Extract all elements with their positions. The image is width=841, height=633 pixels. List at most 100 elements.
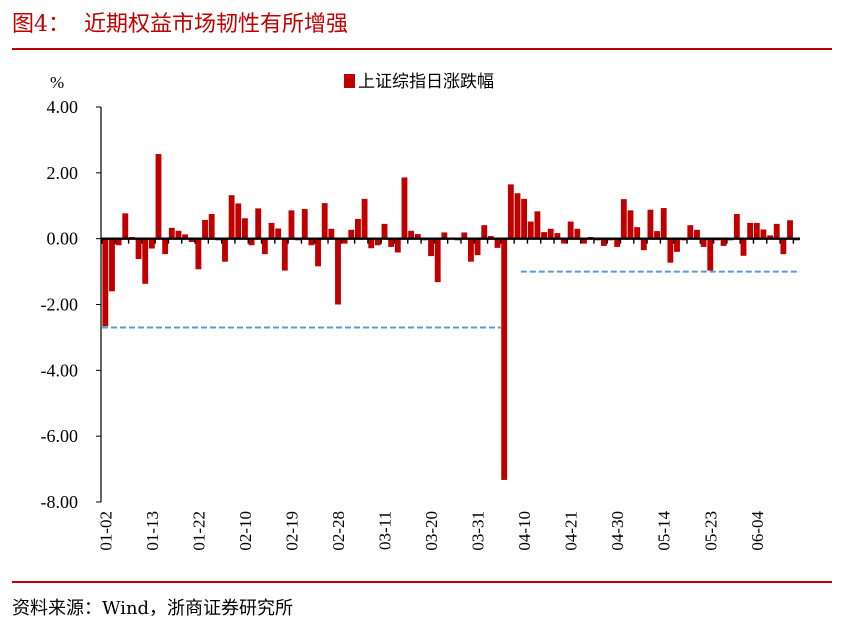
bar [341,238,348,244]
bar [760,229,767,239]
bar [574,228,581,239]
x-tick-label: 04-30 [608,511,627,551]
bar [155,154,162,239]
x-tick-label: 05-14 [655,511,674,551]
bar [142,238,149,284]
bar [767,235,774,239]
x-tick-label: 01-02 [96,511,115,551]
bar [654,231,660,239]
bar [168,227,175,239]
figure-title: 图4： 近期权益市场韧性有所增强 [12,12,348,37]
bar [102,238,109,327]
bar [281,238,288,271]
bar [740,238,747,256]
bar [175,230,182,239]
bar [773,223,780,239]
bar [374,238,381,246]
bar [787,220,793,239]
bar [507,184,514,239]
bar [660,208,667,239]
x-tick-label: 03-31 [469,511,488,551]
x-tick-label: 04-21 [562,511,581,551]
bar [747,222,754,239]
bar [328,228,335,239]
bar [315,238,321,267]
bar [301,209,308,239]
x-tick-label: 02-19 [282,511,301,551]
bar [208,213,215,239]
bar [235,203,242,239]
bar [182,234,189,239]
bar [707,238,714,271]
chart: 4.00 2.00 0.00 -2.00 -4.00 -6.00 -8.00% 上证综指日涨跌… [41,72,800,551]
legend-label: 上证综指日涨跌幅 [358,72,494,91]
bar [667,238,674,263]
bar [614,238,621,247]
bar [487,236,494,239]
y-tick-label: -4.00 [41,360,79,380]
bar [733,213,740,239]
legend-swatch [344,74,355,88]
bar [494,238,501,248]
bar [527,221,534,239]
bar [554,233,561,239]
x-tick-label: 06-04 [748,511,767,551]
y-tick-label: 0.00 [47,229,79,249]
bar [401,177,408,239]
bar [634,227,641,239]
bar [408,230,415,239]
bar [135,238,142,260]
bar [109,238,115,292]
bar [753,222,760,239]
bar [521,198,528,239]
bar [720,238,727,246]
bar [567,221,574,239]
bar [441,232,448,239]
bar [122,213,129,239]
x-tick-label: 04-10 [515,511,534,551]
title-divider [12,48,832,50]
bar [228,195,235,239]
y-tick-label: 4.00 [47,97,79,117]
x-tick-label: 02-28 [329,511,348,551]
bar [115,238,122,246]
bar [275,228,282,239]
bar [188,238,195,242]
bar [348,229,355,239]
footer-divider [12,581,832,583]
bar [620,199,627,239]
bar [780,238,787,255]
bar [368,238,375,249]
bar [414,234,421,239]
x-tick-label: 03-11 [376,511,395,550]
bar [162,238,169,255]
bar [640,238,647,251]
y-tick-label: -2.00 [41,295,79,315]
bar [627,210,634,239]
bar [321,203,328,239]
bar [481,225,488,239]
bar [514,193,521,239]
bar [687,225,694,239]
x-tick-label: 01-13 [143,511,162,551]
bar [148,238,155,249]
bar [534,211,541,239]
y-tick-label: 2.00 [47,163,79,183]
source-note: 资料来源：Wind，浙商证券研究所 [12,598,294,619]
bar [541,232,547,239]
bar [461,232,468,239]
x-tick-label: 03-20 [422,511,441,551]
bar [361,198,368,239]
bar [268,222,275,239]
bar [355,218,361,239]
bar [248,238,255,246]
y-tick-label: -6.00 [41,426,79,446]
y-axis-unit: % [50,73,64,92]
x-tick-label: 05-23 [701,511,720,551]
bar [600,238,607,246]
bar [581,238,587,244]
bar [647,209,654,239]
bar [195,238,202,270]
bar [468,238,474,262]
